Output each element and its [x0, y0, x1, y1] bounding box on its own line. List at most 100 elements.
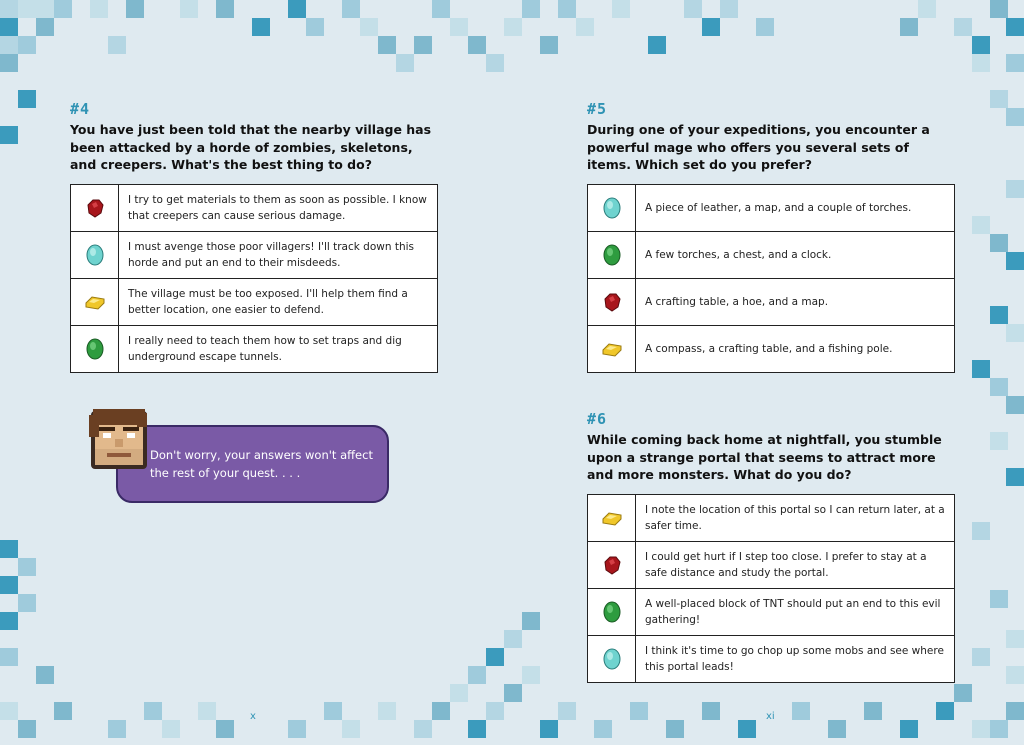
answer-row[interactable]: I really need to teach them how to set t…: [70, 324, 438, 373]
answer-text: The village must be too exposed. I'll he…: [118, 277, 438, 326]
pixel-tile: [36, 18, 54, 36]
emerald-icon: [70, 324, 119, 373]
answer-row[interactable]: I try to get materials to them as soon a…: [70, 183, 438, 232]
pixel-tile: [162, 720, 180, 738]
pixel-tile: [918, 0, 936, 18]
pixel-tile: [306, 18, 324, 36]
pixel-tile: [1006, 324, 1024, 342]
pixel-tile: [504, 18, 522, 36]
pixel-tile: [144, 702, 162, 720]
pixel-tile: [1006, 180, 1024, 198]
pixel-tile: [396, 54, 414, 72]
pixel-tile: [990, 0, 1008, 18]
answer-text: A compass, a crafting table, and a fishi…: [635, 324, 955, 373]
pixel-tile: [792, 702, 810, 720]
emerald-icon: [587, 230, 636, 279]
pixel-tile: [648, 36, 666, 54]
pixel-tile: [1006, 630, 1024, 648]
answer-table: A piece of leather, a map, and a couple …: [587, 183, 955, 373]
pixel-tile: [990, 306, 1008, 324]
pixel-tile: [828, 720, 846, 738]
answer-text: I must avenge those poor villagers! I'll…: [118, 230, 438, 279]
pixel-tile: [468, 666, 486, 684]
answer-row[interactable]: A piece of leather, a map, and a couple …: [587, 183, 955, 232]
gold-icon: [70, 277, 119, 326]
pixel-tile: [720, 0, 738, 18]
pixel-tile: [18, 720, 36, 738]
pixel-tile: [0, 54, 18, 72]
pixel-tile: [0, 648, 18, 666]
pixel-tile: [558, 0, 576, 18]
pixel-tile: [1006, 108, 1024, 126]
question-number: #4: [70, 100, 91, 118]
pixel-tile: [954, 684, 972, 702]
diamond-icon: [70, 230, 119, 279]
pixel-tile: [0, 612, 18, 630]
pixel-tile: [864, 702, 882, 720]
answer-text: A well-placed block of TNT should put an…: [635, 587, 955, 636]
pixel-tile: [666, 720, 684, 738]
pixel-tile: [432, 0, 450, 18]
pixel-tile: [360, 18, 378, 36]
answer-text: I note the location of this portal so I …: [635, 493, 955, 542]
page-number: x: [250, 711, 256, 722]
redstone-icon: [587, 277, 636, 326]
pixel-tile: [288, 720, 306, 738]
pixel-tile: [684, 0, 702, 18]
speech-bubble: Don't worry, your answers won't affect t…: [116, 425, 389, 503]
pixel-tile: [1006, 252, 1024, 270]
question-number: #5: [587, 100, 608, 118]
pixel-tile: [522, 0, 540, 18]
answer-text: A few torches, a chest, and a clock.: [635, 230, 955, 279]
pixel-tile: [558, 702, 576, 720]
pixel-tile: [0, 36, 18, 54]
question-text: You have just been told that the nearby …: [70, 122, 432, 172]
answer-table: I try to get materials to them as soon a…: [70, 183, 438, 373]
speech-bubble-text: Don't worry, your answers won't affect t…: [150, 448, 373, 480]
pixel-tile: [108, 720, 126, 738]
pixel-tile: [54, 702, 72, 720]
answer-row[interactable]: I could get hurt if I step too close. I …: [587, 540, 955, 589]
pixel-tile: [36, 0, 54, 18]
diamond-icon: [587, 183, 636, 232]
pixel-tile: [972, 36, 990, 54]
answer-text: I try to get materials to them as soon a…: [118, 183, 438, 232]
pixel-tile: [414, 36, 432, 54]
redstone-icon: [70, 183, 119, 232]
pixel-tile: [504, 684, 522, 702]
pixel-tile: [414, 720, 432, 738]
answer-row[interactable]: A few torches, a chest, and a clock.: [587, 230, 955, 279]
pixel-tile: [252, 18, 270, 36]
pixel-tile: [378, 36, 396, 54]
pixel-tile: [972, 54, 990, 72]
pixel-tile: [990, 590, 1008, 608]
question-text: During one of your expeditions, you enco…: [587, 122, 930, 172]
pixel-tile: [540, 720, 558, 738]
pixel-tile: [990, 234, 1008, 252]
character-avatar-icon: [89, 409, 147, 469]
pixel-tile: [990, 378, 1008, 396]
answer-row[interactable]: I must avenge those poor villagers! I'll…: [70, 230, 438, 279]
answer-row[interactable]: I note the location of this portal so I …: [587, 493, 955, 542]
pixel-tile: [972, 648, 990, 666]
answer-row[interactable]: A crafting table, a hoe, and a map.: [587, 277, 955, 326]
pixel-tile: [486, 648, 504, 666]
pixel-tile: [738, 720, 756, 738]
answer-row[interactable]: I think it's time to go chop up some mob…: [587, 634, 955, 683]
pixel-tile: [486, 54, 504, 72]
pixel-tile: [468, 720, 486, 738]
pixel-tile: [90, 0, 108, 18]
pixel-tile: [0, 702, 18, 720]
pixel-tile: [0, 18, 18, 36]
answer-row[interactable]: The village must be too exposed. I'll he…: [70, 277, 438, 326]
pixel-tile: [342, 720, 360, 738]
answer-row[interactable]: A well-placed block of TNT should put an…: [587, 587, 955, 636]
pixel-tile: [522, 666, 540, 684]
pixel-tile: [126, 0, 144, 18]
pixel-tile: [378, 702, 396, 720]
pixel-tile: [18, 594, 36, 612]
answer-row[interactable]: A compass, a crafting table, and a fishi…: [587, 324, 955, 373]
pixel-tile: [342, 0, 360, 18]
pixel-tile: [756, 18, 774, 36]
pixel-tile: [216, 720, 234, 738]
